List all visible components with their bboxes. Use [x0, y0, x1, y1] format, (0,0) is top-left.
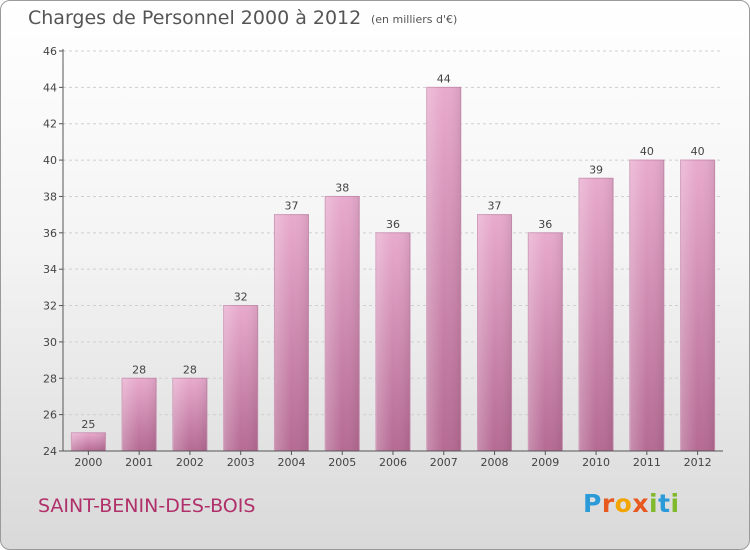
x-tick-label: 2012	[684, 456, 712, 469]
y-tick-label: 46	[43, 45, 57, 58]
bar-shine	[680, 160, 715, 451]
bar-shine	[223, 305, 258, 451]
bar-shine	[172, 378, 207, 451]
bar-shine	[629, 160, 664, 451]
logo-letter: o	[614, 489, 633, 518]
x-tick-label: 2001	[125, 456, 153, 469]
bar-shine	[528, 232, 563, 451]
x-tick-label: 2005	[328, 456, 356, 469]
logo-letter: t	[658, 489, 671, 518]
x-tick-label: 2000	[74, 456, 102, 469]
x-tick-label: 2002	[176, 456, 204, 469]
x-tick-label: 2006	[379, 456, 407, 469]
x-tick-label: 2011	[633, 456, 661, 469]
x-tick-label: 2010	[582, 456, 610, 469]
logo-letter: x	[632, 489, 649, 518]
y-tick-label: 30	[43, 336, 57, 349]
bar-value-label: 28	[132, 363, 146, 376]
commune-name: SAINT-BENIN-DES-BOIS	[38, 495, 256, 517]
x-tick-label: 2003	[227, 456, 255, 469]
bar-value-label: 38	[335, 181, 349, 194]
bar-value-label: 39	[589, 163, 603, 176]
bar-shine	[477, 214, 512, 451]
bar-value-label: 28	[183, 363, 197, 376]
bar-value-label: 44	[437, 72, 451, 85]
bar-shine	[274, 214, 309, 451]
bar-shine	[71, 432, 106, 451]
proxiti-logo: Proxiti	[583, 489, 680, 518]
bar-shine	[122, 378, 157, 451]
y-tick-label: 40	[43, 154, 57, 167]
y-tick-label: 38	[43, 190, 57, 203]
y-tick-label: 42	[43, 118, 57, 131]
y-tick-label: 34	[43, 263, 57, 276]
y-tick-label: 44	[43, 81, 57, 94]
bar-shine	[579, 178, 614, 452]
x-tick-label: 2008	[481, 456, 509, 469]
y-tick-label: 28	[43, 372, 57, 385]
x-tick-label: 2004	[277, 456, 305, 469]
bar-value-label: 32	[234, 291, 248, 304]
bar-value-label: 40	[640, 145, 654, 158]
bar-value-label: 40	[691, 145, 705, 158]
x-tick-label: 2009	[531, 456, 559, 469]
chart-title: Charges de Personnel 2000 à 2012	[28, 7, 362, 29]
y-tick-label: 32	[43, 300, 57, 313]
bar-shine	[325, 196, 360, 451]
bar-shine	[426, 87, 461, 451]
y-tick-label: 24	[43, 445, 57, 458]
bar-value-label: 25	[81, 418, 95, 431]
bar-shine	[376, 232, 410, 451]
logo-letter: i	[649, 489, 659, 518]
y-tick-label: 26	[43, 409, 57, 422]
logo-letter: i	[670, 489, 680, 518]
y-tick-label: 36	[43, 227, 57, 240]
bar-value-label: 36	[538, 218, 552, 231]
chart-subtitle: (en milliers d'€)	[371, 13, 458, 26]
logo-letter: P	[583, 489, 602, 518]
bar-value-label: 37	[488, 200, 502, 213]
bar-value-label: 37	[284, 200, 298, 213]
x-tick-label: 2007	[430, 456, 458, 469]
bar-value-label: 36	[386, 218, 400, 231]
logo-letter: r	[601, 489, 615, 518]
